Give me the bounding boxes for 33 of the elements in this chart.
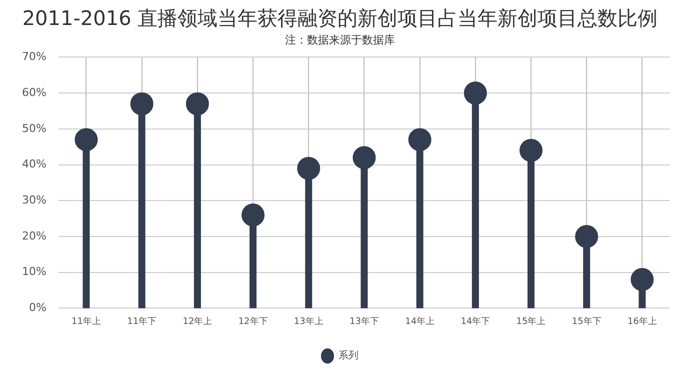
point (352, 146, 376, 170)
chart-subtitle: 注：数据来源于数据库 (285, 33, 395, 46)
point (520, 138, 543, 162)
x-tick-label: 13年下 (350, 316, 379, 327)
y-tick-label: 40% (22, 158, 46, 171)
x-tick-label: 11年下 (127, 316, 157, 327)
legend-label: 系列 (338, 350, 358, 362)
point (186, 92, 209, 116)
y-tick-label: 50% (22, 122, 46, 135)
y-tick-label: 70% (22, 50, 46, 64)
point (408, 128, 432, 152)
point (464, 82, 487, 105)
point (130, 92, 154, 116)
point (74, 128, 98, 152)
x-tick-label: 15年上 (516, 316, 546, 327)
x-tick-label: 13年上 (294, 316, 324, 327)
point (630, 268, 654, 292)
point (575, 224, 598, 248)
chart-title: 2011-2016 直播领域当年获得融资的新创项目占当年新创项目总数比例 (22, 6, 658, 30)
x-tick-label: 16年上 (627, 316, 657, 327)
x-tick-label: 12年下 (238, 316, 268, 327)
x-tick-label: 14年上 (405, 316, 435, 327)
x-tick-label: 11年上 (72, 316, 101, 327)
point (297, 156, 320, 180)
y-tick-label: 20% (22, 229, 46, 242)
y-tick-label: 30% (22, 193, 46, 206)
y-tick-label: 0% (28, 301, 46, 314)
y-tick-label: 10% (22, 265, 46, 278)
point (242, 203, 265, 226)
x-tick-label: 15年下 (572, 316, 602, 327)
x-tick-label: 12年上 (182, 316, 212, 327)
x-tick-label: 14年下 (460, 316, 490, 327)
y-tick-label: 60% (22, 86, 46, 99)
